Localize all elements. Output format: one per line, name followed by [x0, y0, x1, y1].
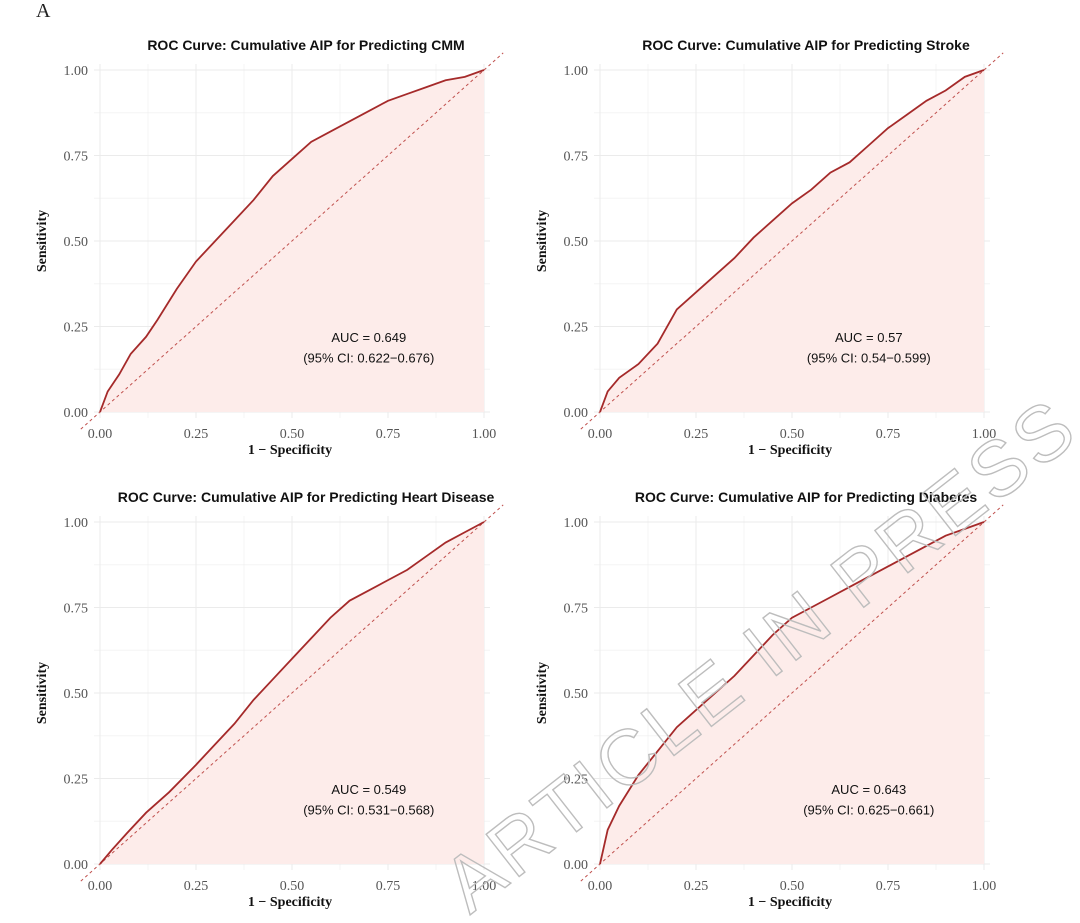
- roc-curve-line: [599, 521, 985, 865]
- roc-chart-heart-disease: 0.00 0.25 0.50 0.75 1.00 0.00 0.25 0.50 0.75 1.00…: [35, 489, 504, 910]
- roc-chart-cmm: 0.00 0.25 0.50 0.75 1.00 0.00 0.25 0.50 0.75 1.00…: [35, 37, 504, 458]
- roc-curve-line: [599, 69, 985, 413]
- x-tick-label: 0.00: [88, 879, 113, 894]
- x-tick-label: 0.25: [684, 427, 709, 442]
- y-tick-label: 0.25: [64, 321, 89, 336]
- x-tick-label: 0.75: [876, 879, 901, 894]
- y-tick-label: 0.25: [564, 773, 589, 788]
- x-tick-label: 0.50: [280, 879, 305, 894]
- reference-diagonal: [80, 504, 504, 882]
- reference-diagonal: [580, 52, 1004, 430]
- x-tick-label: 1.00: [972, 427, 997, 442]
- reference-diagonal: [580, 504, 1004, 882]
- x-tick-label: 0.50: [780, 427, 805, 442]
- x-tick-label: 0.75: [376, 879, 401, 894]
- y-tick-label: 1.00: [64, 64, 89, 79]
- reference-diagonal: [80, 52, 504, 430]
- y-tick-label: 0.50: [564, 235, 589, 250]
- x-tick-label: 1.00: [972, 879, 997, 894]
- y-tick-label: 0.25: [564, 321, 589, 336]
- y-tick-label: 0.00: [564, 406, 589, 421]
- y-tick-label: 0.00: [64, 406, 89, 421]
- x-tick-label: 0.25: [684, 879, 709, 894]
- x-axis-label: 1 − Specificity: [748, 895, 832, 910]
- y-tick-label: 1.00: [564, 516, 589, 531]
- x-tick-label: 0.75: [376, 427, 401, 442]
- ci-annotation: (95% CI: 0.625−0.661): [803, 802, 934, 817]
- ci-annotation: (95% CI: 0.54−0.599): [807, 350, 931, 365]
- ci-annotation: (95% CI: 0.531−0.568): [303, 802, 434, 817]
- chart-title: ROC Curve: Cumulative AIP for Predicting…: [635, 489, 978, 505]
- auc-annotation: AUC = 0.549: [331, 782, 406, 797]
- y-axis-label: Sensitivity: [35, 210, 50, 272]
- x-tick-label: 1.00: [472, 427, 497, 442]
- y-tick-label: 0.50: [64, 235, 89, 250]
- chart-title: ROC Curve: Cumulative AIP for Predicting…: [118, 489, 495, 505]
- roc-curve-line: [99, 69, 485, 413]
- y-tick-label: 0.25: [64, 773, 89, 788]
- x-tick-label: 0.00: [588, 879, 613, 894]
- y-axis-label: Sensitivity: [535, 662, 550, 724]
- figure-label: A: [36, 0, 51, 22]
- ci-annotation: (95% CI: 0.622−0.676): [303, 350, 434, 365]
- y-tick-label: 0.50: [564, 687, 589, 702]
- y-tick-label: 1.00: [564, 64, 589, 79]
- y-tick-label: 1.00: [64, 516, 89, 531]
- roc-curve-line: [99, 521, 485, 865]
- x-tick-label: 0.25: [184, 427, 209, 442]
- x-tick-label: 0.00: [88, 427, 113, 442]
- x-tick-label: 0.25: [184, 879, 209, 894]
- x-tick-label: 0.50: [780, 879, 805, 894]
- y-tick-label: 0.00: [64, 858, 89, 873]
- x-tick-label: 0.75: [876, 427, 901, 442]
- chart-title: ROC Curve: Cumulative AIP for Predicting…: [147, 37, 464, 53]
- x-axis-label: 1 − Specificity: [748, 443, 832, 458]
- x-axis-label: 1 − Specificity: [248, 443, 332, 458]
- roc-chart-stroke: 0.00 0.25 0.50 0.75 1.00 0.00 0.25 0.50 0.75 1.00…: [535, 37, 1004, 458]
- x-tick-label: 0.00: [588, 427, 613, 442]
- x-axis-label: 1 − Specificity: [248, 895, 332, 910]
- y-axis-label: Sensitivity: [535, 210, 550, 272]
- y-tick-label: 0.50: [64, 687, 89, 702]
- auc-annotation: AUC = 0.649: [331, 330, 406, 345]
- chart-title: ROC Curve: Cumulative AIP for Predicting…: [642, 37, 970, 53]
- roc-chart-diabetes: 0.00 0.25 0.50 0.75 1.00 0.00 0.25 0.50 0.75 1.00…: [535, 489, 1004, 910]
- auc-annotation: AUC = 0.57: [835, 330, 903, 345]
- y-tick-label: 0.75: [564, 602, 589, 617]
- y-tick-label: 0.75: [64, 150, 89, 165]
- auc-annotation: AUC = 0.643: [831, 782, 906, 797]
- x-tick-label: 1.00: [472, 879, 497, 894]
- y-axis-label: Sensitivity: [35, 662, 50, 724]
- y-tick-label: 0.75: [64, 602, 89, 617]
- y-tick-label: 0.75: [564, 150, 589, 165]
- x-tick-label: 0.50: [280, 427, 305, 442]
- y-tick-label: 0.00: [564, 858, 589, 873]
